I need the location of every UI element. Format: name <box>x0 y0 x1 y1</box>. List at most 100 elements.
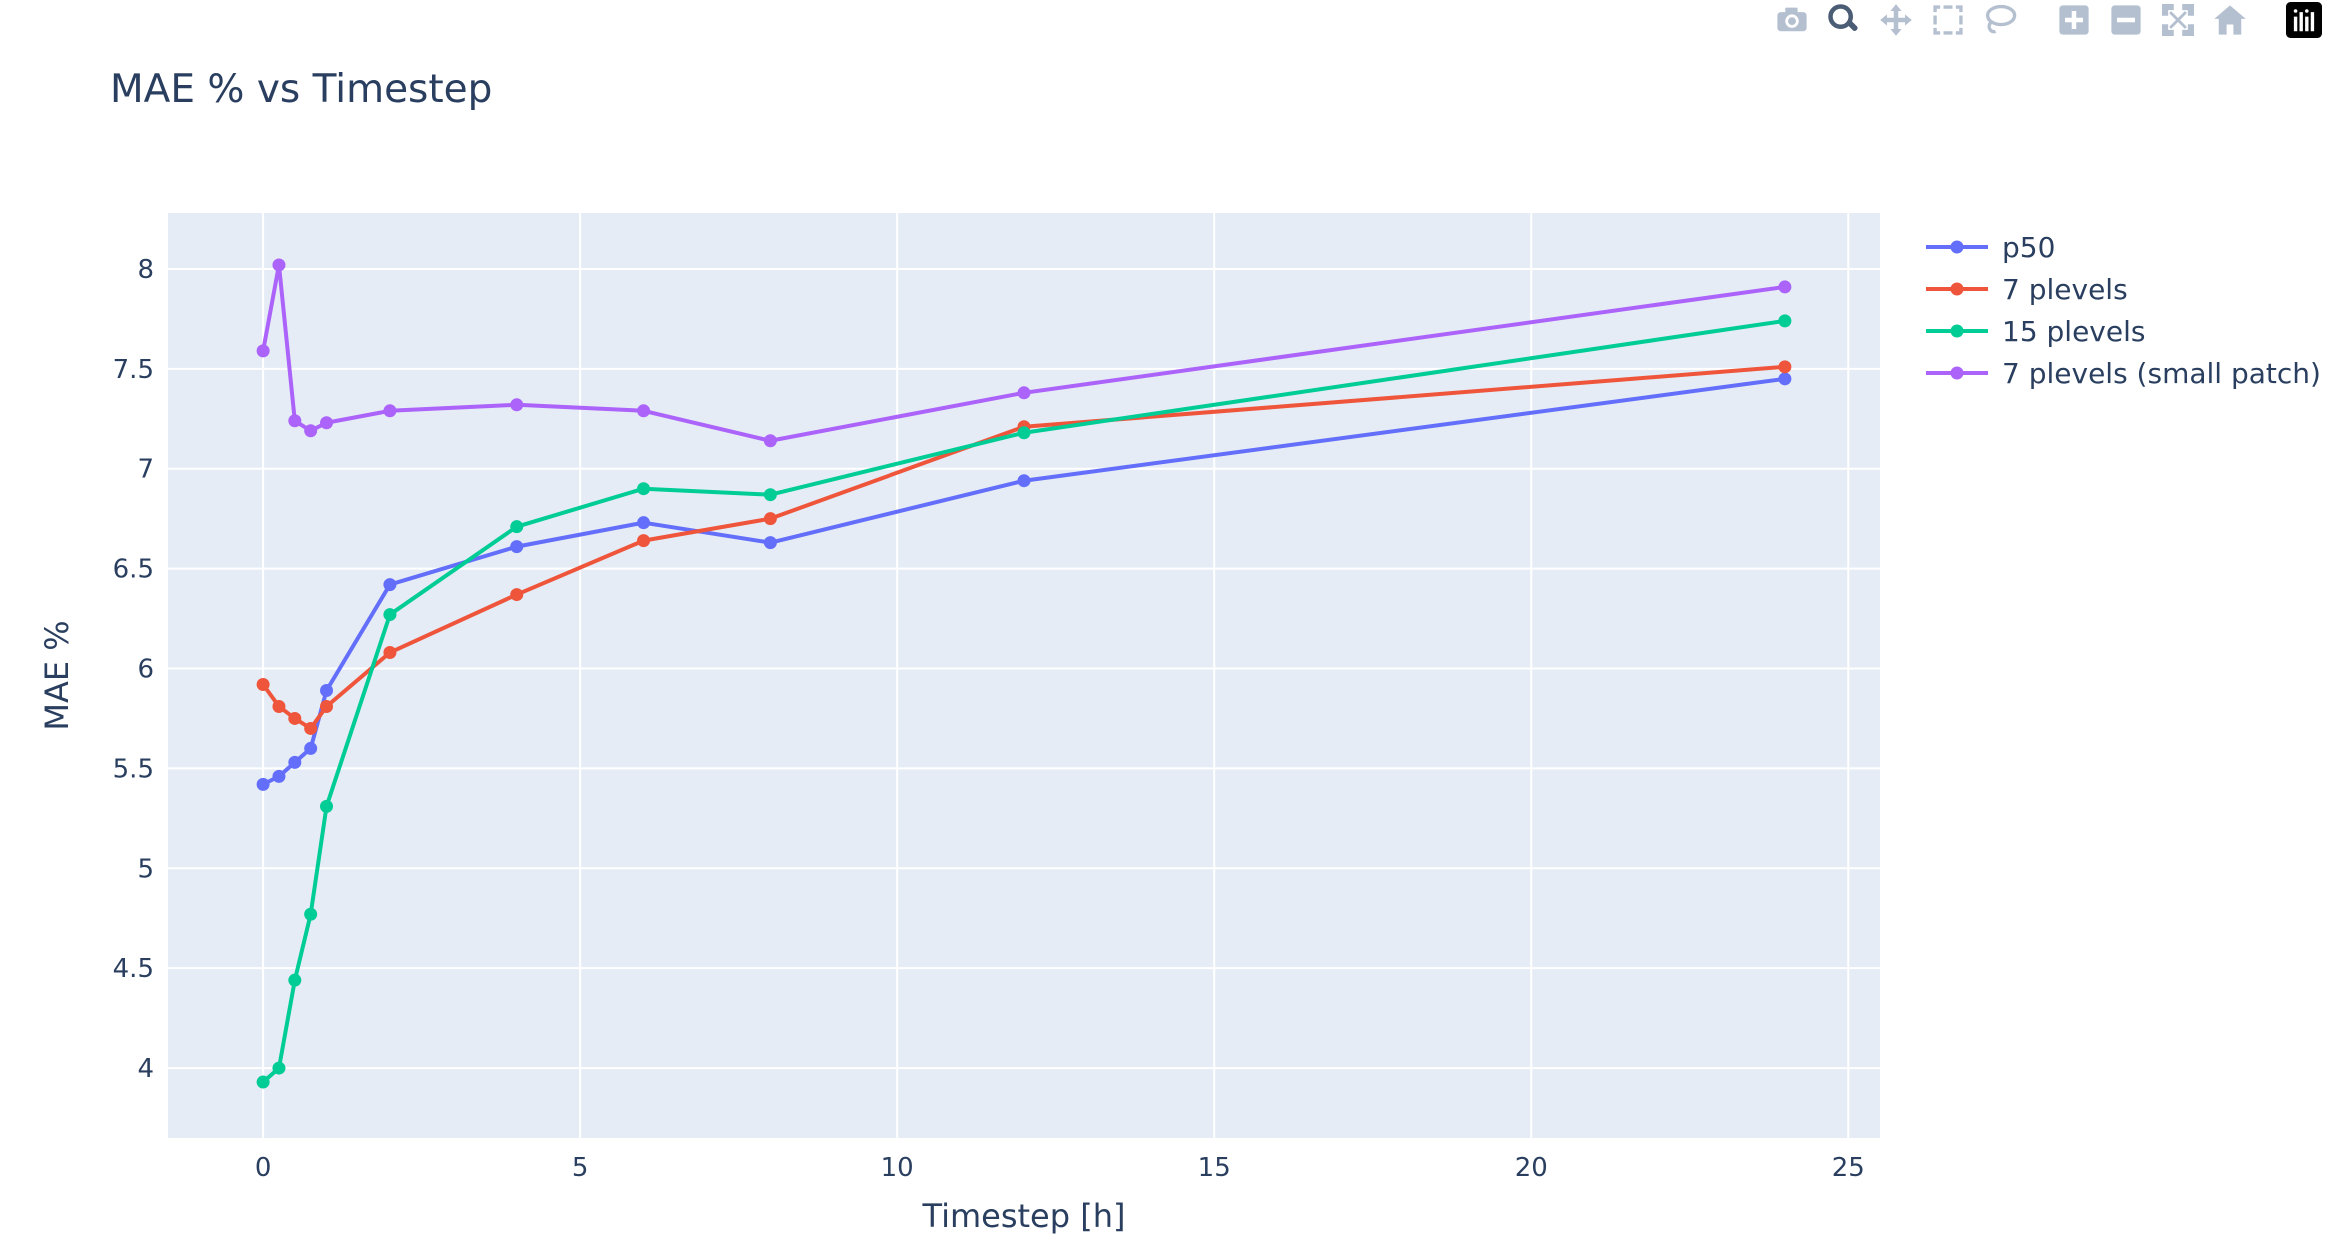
data-point[interactable] <box>1778 314 1792 328</box>
zoom-in-icon <box>2059 5 2089 35</box>
data-point[interactable] <box>763 488 777 502</box>
legend[interactable]: p50 7 plevels 15 plevels 7 plevels (small p… <box>1926 231 2321 390</box>
series-3 <box>256 258 1792 448</box>
y-tick-label: 4 <box>137 1054 154 1084</box>
data-point[interactable] <box>383 578 397 592</box>
data-point[interactable] <box>637 534 651 548</box>
data-point[interactable] <box>637 516 651 530</box>
data-point[interactable] <box>304 721 318 735</box>
legend-marker <box>1950 282 1964 296</box>
box-select-button[interactable] <box>1922 0 1974 40</box>
series-2 <box>256 314 1792 1089</box>
legend-item[interactable]: p50 <box>1926 231 2055 264</box>
data-point[interactable] <box>288 414 302 428</box>
data-point[interactable] <box>304 424 318 438</box>
lasso-select-icon <box>1985 4 2017 34</box>
data-point[interactable] <box>383 404 397 418</box>
data-point[interactable] <box>1017 386 1031 400</box>
lasso-select-button[interactable] <box>1974 0 2026 40</box>
legend-marker <box>1950 240 1964 254</box>
data-point[interactable] <box>637 404 651 418</box>
data-point[interactable] <box>272 699 286 713</box>
data-point[interactable] <box>272 1061 286 1075</box>
reset-axes-button[interactable] <box>2204 0 2256 40</box>
x-axis-title: Timestep [h] <box>922 1197 1126 1235</box>
data-point[interactable] <box>288 973 302 987</box>
data-point[interactable] <box>320 683 334 697</box>
data-point[interactable] <box>510 588 524 602</box>
data-point[interactable] <box>1778 360 1792 374</box>
legend-label: 7 plevels (small patch) <box>2002 357 2321 390</box>
zoom-out-button[interactable] <box>2100 0 2152 40</box>
data-point[interactable] <box>320 416 334 430</box>
legend-label: p50 <box>2002 231 2055 264</box>
data-point[interactable] <box>272 769 286 783</box>
x-tick-label: 20 <box>1515 1153 1548 1183</box>
plotly-logo-button[interactable] <box>2278 0 2330 40</box>
data-point[interactable] <box>1017 474 1031 488</box>
camera-button[interactable] <box>1766 0 1818 40</box>
pan-button[interactable] <box>1870 0 1922 40</box>
data-point[interactable] <box>763 536 777 550</box>
chart-title: MAE % vs Timestep <box>110 67 492 112</box>
zoom-icon <box>1828 4 1858 32</box>
data-point[interactable] <box>383 646 397 660</box>
y-tick-label: 6 <box>137 655 154 685</box>
pan-icon <box>1880 4 1912 36</box>
data-point[interactable] <box>383 608 397 622</box>
zoom-button[interactable] <box>1818 0 1870 40</box>
x-tick-label: 0 <box>255 1153 272 1183</box>
y-tick-label: 7 <box>137 455 154 485</box>
data-point[interactable] <box>256 1075 270 1089</box>
data-point[interactable] <box>304 907 318 921</box>
camera-icon <box>1777 7 1807 32</box>
x-tick-label: 15 <box>1198 1153 1231 1183</box>
data-point[interactable] <box>510 398 524 412</box>
data-point[interactable] <box>637 482 651 496</box>
data-point[interactable] <box>763 512 777 526</box>
data-point[interactable] <box>256 344 270 358</box>
data-point[interactable] <box>1778 280 1792 294</box>
zoom-out-icon <box>2111 5 2141 35</box>
y-tick-label: 5 <box>137 854 154 884</box>
y-tick-label: 4.5 <box>113 954 154 984</box>
data-point[interactable] <box>1017 426 1031 440</box>
series-layer <box>256 258 1792 1089</box>
legend-marker <box>1950 324 1964 338</box>
data-point[interactable] <box>510 540 524 554</box>
data-point[interactable] <box>510 520 524 534</box>
autoscale-button[interactable] <box>2152 0 2204 40</box>
data-point[interactable] <box>288 755 302 769</box>
data-point[interactable] <box>320 799 334 813</box>
data-point[interactable] <box>304 741 318 755</box>
y-tick-label: 7.5 <box>113 355 154 385</box>
data-point[interactable] <box>320 699 334 713</box>
reset-axes-icon <box>2214 5 2246 35</box>
data-point[interactable] <box>272 258 286 272</box>
plotly-logo-icon <box>2286 2 2322 38</box>
data-point[interactable] <box>256 777 270 791</box>
legend-item[interactable]: 7 plevels (small patch) <box>1926 357 2321 390</box>
legend-marker <box>1950 366 1964 380</box>
y-tick-label: 8 <box>137 255 154 285</box>
y-tick-label: 5.5 <box>113 754 154 784</box>
series-0 <box>256 372 1792 791</box>
data-point[interactable] <box>1778 372 1792 386</box>
y-tick-label: 6.5 <box>113 555 154 585</box>
box-select-icon <box>1933 5 1963 35</box>
tick-labels: 0 5 10 15 20 25 4 4.5 5 5.5 6 6.5 7 7.5 8 <box>113 255 1865 1183</box>
data-point[interactable] <box>256 677 270 691</box>
y-axis-title: MAE % <box>38 620 76 730</box>
autoscale-icon <box>2161 3 2195 37</box>
legend-item[interactable]: 15 plevels <box>1926 315 2145 348</box>
x-tick-label: 5 <box>572 1153 589 1183</box>
x-tick-label: 10 <box>881 1153 914 1183</box>
data-point[interactable] <box>288 711 302 725</box>
legend-label: 7 plevels <box>2002 273 2128 306</box>
legend-item[interactable]: 7 plevels <box>1926 273 2128 306</box>
plot-area <box>168 213 1880 1138</box>
legend-label: 15 plevels <box>2002 315 2145 348</box>
zoom-in-button[interactable] <box>2048 0 2100 40</box>
data-point[interactable] <box>763 434 777 448</box>
